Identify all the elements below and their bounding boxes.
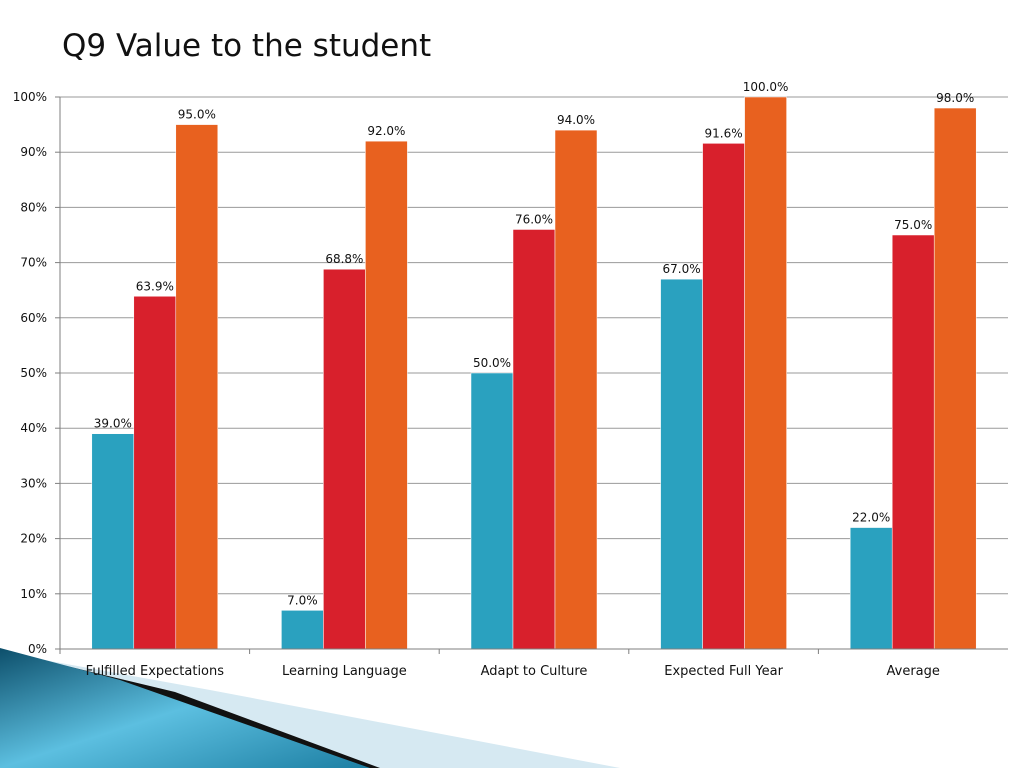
y-tick-label: 20% [20, 532, 47, 546]
bar [512, 229, 556, 650]
data-label: 76.0% [515, 212, 553, 226]
bar [702, 143, 745, 650]
bar [891, 234, 935, 650]
bar [175, 124, 219, 650]
bar [133, 296, 177, 650]
data-label: 75.0% [894, 218, 932, 232]
data-label: 67.0% [663, 262, 701, 276]
bar [365, 140, 408, 650]
data-label: 63.9% [136, 279, 174, 293]
bar [744, 96, 787, 650]
category-label: Fulfilled Expectations [86, 664, 225, 679]
y-tick-label: 30% [20, 476, 47, 490]
data-label: 39.0% [94, 417, 132, 431]
y-tick-label: 50% [20, 366, 47, 380]
decor-blue-swoosh [0, 648, 370, 768]
data-label: 94.0% [557, 113, 595, 127]
bar [470, 372, 514, 650]
y-tick-label: 90% [20, 145, 47, 159]
y-tick-label: 100% [13, 90, 47, 104]
data-label: 100.0% [743, 80, 789, 94]
y-tick-label: 0% [28, 642, 47, 656]
category-label: Expected Full Year [664, 664, 783, 679]
category-label: Adapt to Culture [481, 664, 588, 679]
data-label: 92.0% [367, 124, 405, 138]
slide-title: Q9 Value to the student [62, 28, 432, 64]
bar [660, 278, 703, 650]
y-axis-ticks: 0% 10% 20% 30% 40% 50% 60% 70% 80% 90% 100% [13, 90, 47, 656]
data-label: 7.0% [287, 593, 318, 607]
data-label: 50.0% [473, 356, 511, 370]
data-label: 68.8% [325, 252, 363, 266]
bar [91, 433, 135, 650]
y-tick-label: 70% [20, 256, 47, 270]
data-labels: 39.0% 63.9% 95.0% 7.0% 68.8% 92.0% 50.0% 76.0% 9… [94, 80, 975, 607]
bar [554, 129, 598, 650]
category-labels: Fulfilled Expectations Learning Language A… [59, 649, 940, 679]
data-label: 22.0% [852, 511, 890, 525]
bar [323, 268, 366, 650]
bar [281, 610, 324, 650]
y-tick-label: 10% [20, 587, 47, 601]
bar [849, 527, 893, 650]
category-label: Average [887, 664, 940, 679]
data-label: 91.6% [705, 126, 743, 140]
bar [933, 107, 977, 650]
category-label: Learning Language [282, 664, 407, 679]
data-label: 98.0% [936, 91, 974, 105]
data-label: 95.0% [178, 108, 216, 122]
y-tick-label: 80% [20, 200, 47, 214]
y-tick-label: 60% [20, 311, 47, 325]
bars [91, 96, 977, 650]
y-tick-label: 40% [20, 421, 47, 435]
